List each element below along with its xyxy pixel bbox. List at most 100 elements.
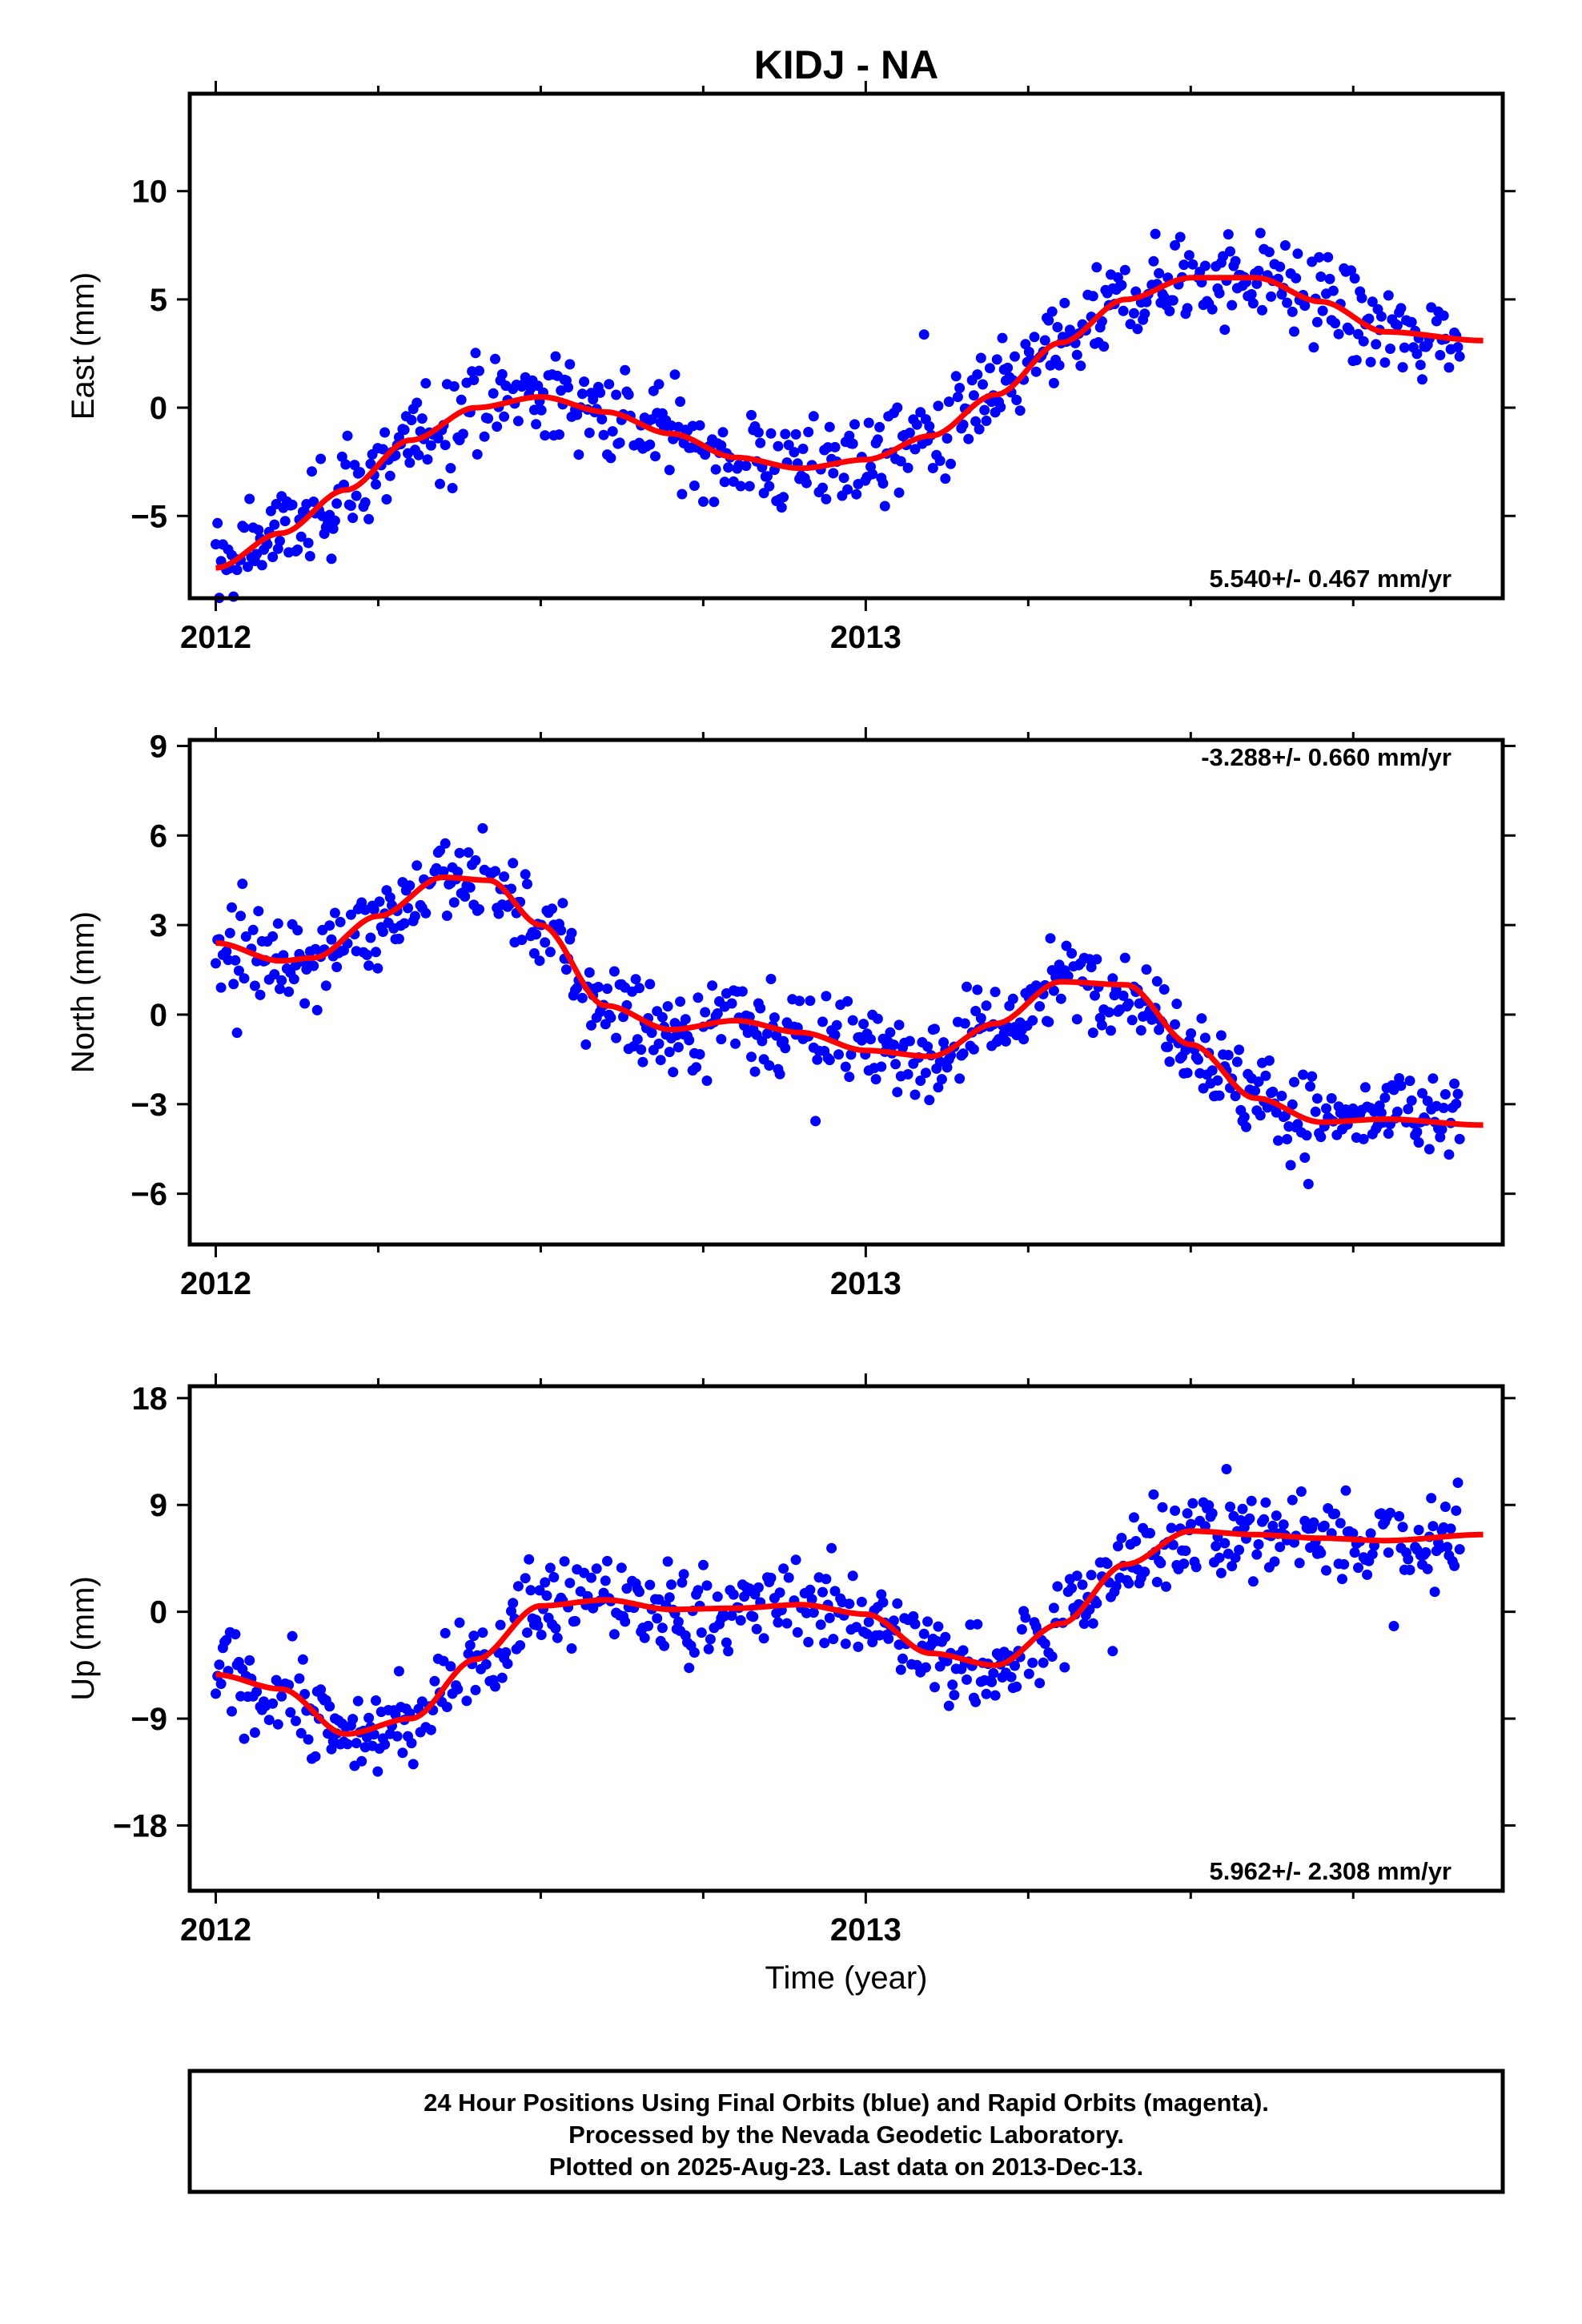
north-point: [324, 920, 335, 931]
up-point: [656, 1622, 668, 1634]
up-point: [1452, 1478, 1464, 1488]
east-point: [1371, 339, 1382, 350]
north-point: [1260, 1070, 1271, 1081]
east-point: [287, 499, 298, 510]
north-point: [831, 1019, 842, 1031]
east-point: [709, 497, 720, 508]
east-point: [1266, 291, 1277, 302]
east-point: [1417, 374, 1427, 385]
north-point: [1212, 1075, 1223, 1086]
east-point: [984, 363, 995, 374]
up-point: [1034, 1678, 1046, 1689]
north-point: [1090, 990, 1100, 1001]
east-point: [950, 371, 962, 382]
up-point: [1157, 1502, 1168, 1513]
up-point: [888, 1615, 899, 1626]
east-point: [413, 449, 424, 460]
east-point: [723, 462, 734, 473]
north-point: [938, 1037, 950, 1048]
east-point: [605, 452, 616, 464]
north-rate-label: -3.288+/- 0.660 mm/yr: [1201, 743, 1452, 771]
up-point: [806, 1594, 817, 1605]
east-point: [918, 329, 930, 340]
north-point: [664, 1047, 675, 1058]
north-point: [1436, 1124, 1447, 1135]
east-point: [1291, 272, 1302, 283]
up-point: [1347, 1528, 1359, 1539]
east-point: [1011, 395, 1022, 405]
north-point: [972, 984, 983, 995]
north-point: [656, 1011, 668, 1023]
east-point: [371, 479, 381, 490]
north-point: [1170, 1019, 1181, 1030]
east-ytick-label: 0: [150, 391, 167, 426]
north-point: [372, 963, 383, 974]
north-point: [1207, 1065, 1218, 1076]
up-point: [263, 1715, 275, 1726]
east-point: [1054, 360, 1065, 371]
up-point: [1260, 1497, 1271, 1508]
east-rate-label: 5.540+/- 0.467 mm/yr: [1210, 565, 1452, 593]
north-point: [1452, 1088, 1464, 1100]
east-point: [457, 428, 468, 440]
up-point: [684, 1663, 695, 1674]
north-point: [634, 983, 644, 994]
north-point: [842, 995, 853, 1007]
east-point: [1349, 273, 1360, 284]
north-point: [474, 904, 484, 915]
north-point: [872, 1013, 883, 1024]
east-point: [315, 453, 327, 464]
north-point: [1443, 1149, 1455, 1160]
east-point: [1395, 303, 1407, 314]
north-point: [1164, 1056, 1175, 1068]
north-point: [605, 1012, 616, 1023]
east-point: [212, 517, 223, 529]
north-point: [716, 1034, 727, 1045]
up-point: [214, 1659, 225, 1671]
up-point: [490, 1681, 500, 1692]
north-point: [865, 1034, 876, 1045]
up-point: [291, 1715, 301, 1727]
up-point: [1429, 1586, 1440, 1598]
north-point: [239, 973, 250, 984]
up-point: [689, 1647, 700, 1658]
north-point: [1030, 980, 1042, 991]
east-point: [1375, 311, 1387, 322]
north-point: [547, 903, 558, 915]
up-point: [1439, 1502, 1451, 1512]
up-point: [324, 1701, 335, 1712]
north-point: [345, 909, 356, 920]
north-point: [1126, 1015, 1138, 1026]
up-point: [1086, 1570, 1097, 1581]
east-point: [1431, 316, 1442, 327]
east-point: [550, 351, 561, 362]
north-point: [534, 955, 545, 967]
east-point: [483, 413, 494, 424]
up-point: [1219, 1538, 1231, 1549]
east-point: [440, 440, 451, 451]
up-frame: [187, 1384, 1505, 1893]
up-point: [721, 1637, 732, 1648]
east-point: [399, 424, 410, 436]
north-point: [1379, 1092, 1391, 1104]
east-point: [975, 352, 986, 364]
north-point: [924, 1095, 935, 1106]
east-point: [1247, 298, 1259, 309]
north-point: [272, 918, 283, 929]
up-point: [211, 1688, 221, 1699]
north-point: [1282, 1134, 1293, 1144]
up-point: [1066, 1582, 1078, 1594]
up-point: [940, 1631, 951, 1642]
north-point: [275, 983, 285, 995]
east-point: [412, 397, 423, 408]
up-point: [441, 1702, 452, 1712]
up-point: [230, 1629, 241, 1640]
north-point: [1326, 1093, 1337, 1104]
north-point: [393, 933, 404, 944]
east-point: [946, 458, 956, 469]
east-point: [404, 457, 416, 468]
east-point: [554, 429, 564, 440]
east-point: [1075, 360, 1086, 372]
north-point: [409, 911, 420, 922]
east-point: [954, 383, 966, 393]
